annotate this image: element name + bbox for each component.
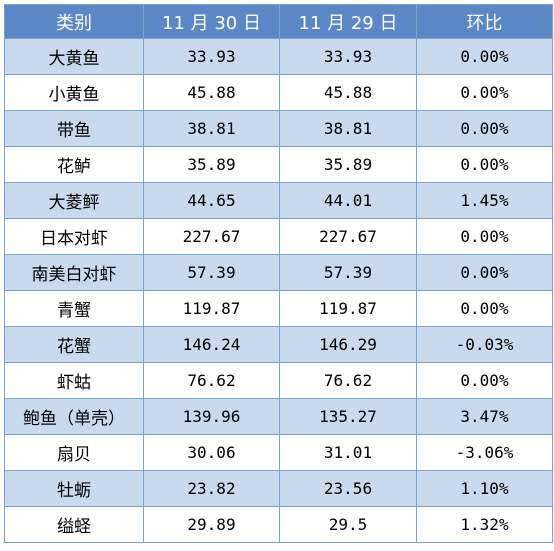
cell-nov29: 44.01 <box>279 182 417 219</box>
table-row: 日本对虾 227.67 227.67 0.00% <box>4 218 553 255</box>
cell-nov30: 119.87 <box>143 290 280 327</box>
cell-nov29: 31.01 <box>279 434 417 471</box>
header-nov30: 11 月 30 日 <box>143 4 280 39</box>
cell-change: 0.00% <box>416 218 553 255</box>
cell-category: 南美白对虾 <box>4 254 144 291</box>
header-category: 类别 <box>4 4 144 39</box>
cell-nov30: 33.93 <box>143 38 280 75</box>
cell-category: 日本对虾 <box>4 218 144 255</box>
cell-change: 0.00% <box>416 110 553 147</box>
cell-nov30: 45.88 <box>143 74 280 111</box>
header-change: 环比 <box>416 4 553 39</box>
cell-change: -3.06% <box>416 434 553 471</box>
cell-category: 牡蛎 <box>4 470 144 507</box>
cell-category: 花蟹 <box>4 326 144 363</box>
cell-category: 小黄鱼 <box>4 74 144 111</box>
cell-nov30: 23.82 <box>143 470 280 507</box>
cell-nov29: 76.62 <box>279 362 417 399</box>
cell-category: 青蟹 <box>4 290 144 327</box>
cell-nov30: 29.89 <box>143 506 280 543</box>
cell-nov29: 23.56 <box>279 470 417 507</box>
cell-nov29: 146.29 <box>279 326 417 363</box>
price-table: 类别 11 月 30 日 11 月 29 日 环比 大黄鱼 33.93 33.9… <box>4 4 553 543</box>
cell-category: 大黄鱼 <box>4 38 144 75</box>
cell-change: 1.32% <box>416 506 553 543</box>
cell-nov29: 57.39 <box>279 254 417 291</box>
cell-change: -0.03% <box>416 326 553 363</box>
cell-nov30: 146.24 <box>143 326 280 363</box>
cell-category: 带鱼 <box>4 110 144 147</box>
cell-change: 1.45% <box>416 182 553 219</box>
table-row: 带鱼 38.81 38.81 0.00% <box>4 110 553 147</box>
table-row: 青蟹 119.87 119.87 0.00% <box>4 290 553 327</box>
table-row: 虾蛄 76.62 76.62 0.00% <box>4 362 553 399</box>
cell-nov30: 76.62 <box>143 362 280 399</box>
cell-change: 0.00% <box>416 254 553 291</box>
cell-nov30: 139.96 <box>143 398 280 435</box>
cell-change: 0.00% <box>416 362 553 399</box>
table-row: 南美白对虾 57.39 57.39 0.00% <box>4 254 553 291</box>
table-row: 大黄鱼 33.93 33.93 0.00% <box>4 38 553 75</box>
header-row: 类别 11 月 30 日 11 月 29 日 环比 <box>4 4 553 39</box>
cell-change: 1.10% <box>416 470 553 507</box>
table-row: 牡蛎 23.82 23.56 1.10% <box>4 470 553 507</box>
table-row: 鲍鱼（单壳） 139.96 135.27 3.47% <box>4 398 553 435</box>
cell-nov29: 29.5 <box>279 506 417 543</box>
cell-nov29: 227.67 <box>279 218 417 255</box>
cell-nov30: 30.06 <box>143 434 280 471</box>
cell-change: 3.47% <box>416 398 553 435</box>
cell-nov29: 33.93 <box>279 38 417 75</box>
cell-nov29: 35.89 <box>279 146 417 183</box>
cell-category: 缢蛏 <box>4 506 144 543</box>
cell-nov30: 227.67 <box>143 218 280 255</box>
cell-category: 虾蛄 <box>4 362 144 399</box>
table-body: 大黄鱼 33.93 33.93 0.00% 小黄鱼 45.88 45.88 0.… <box>4 38 553 543</box>
cell-nov30: 57.39 <box>143 254 280 291</box>
cell-nov30: 38.81 <box>143 110 280 147</box>
cell-nov29: 45.88 <box>279 74 417 111</box>
cell-category: 花鲈 <box>4 146 144 183</box>
table-row: 花蟹 146.24 146.29 -0.03% <box>4 326 553 363</box>
cell-nov30: 35.89 <box>143 146 280 183</box>
cell-category: 鲍鱼（单壳） <box>4 398 144 435</box>
cell-nov29: 119.87 <box>279 290 417 327</box>
table-row: 扇贝 30.06 31.01 -3.06% <box>4 434 553 471</box>
cell-nov30: 44.65 <box>143 182 280 219</box>
table-header: 类别 11 月 30 日 11 月 29 日 环比 <box>4 4 553 39</box>
cell-change: 0.00% <box>416 290 553 327</box>
header-nov29: 11 月 29 日 <box>279 4 417 39</box>
cell-nov29: 38.81 <box>279 110 417 147</box>
table-row: 大菱鲆 44.65 44.01 1.45% <box>4 182 553 219</box>
cell-change: 0.00% <box>416 74 553 111</box>
table-row: 小黄鱼 45.88 45.88 0.00% <box>4 74 553 111</box>
table-row: 花鲈 35.89 35.89 0.00% <box>4 146 553 183</box>
cell-change: 0.00% <box>416 38 553 75</box>
table-row: 缢蛏 29.89 29.5 1.32% <box>4 506 553 543</box>
cell-category: 扇贝 <box>4 434 144 471</box>
cell-change: 0.00% <box>416 146 553 183</box>
cell-nov29: 135.27 <box>279 398 417 435</box>
cell-category: 大菱鲆 <box>4 182 144 219</box>
